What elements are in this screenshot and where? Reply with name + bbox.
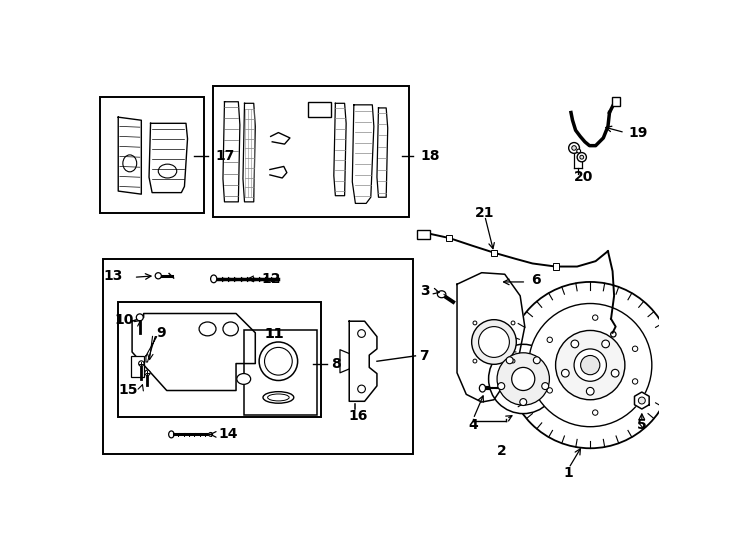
Bar (553, 264, 559, 269)
Ellipse shape (512, 367, 535, 390)
Ellipse shape (569, 143, 579, 153)
Polygon shape (352, 105, 374, 204)
Ellipse shape (592, 315, 598, 320)
Text: 8: 8 (331, 356, 341, 370)
Text: 3: 3 (421, 284, 430, 298)
Bar (103, 259, 413, 454)
Bar (131, 356, 145, 377)
Ellipse shape (574, 349, 606, 381)
Ellipse shape (489, 345, 558, 414)
Ellipse shape (145, 370, 150, 375)
Ellipse shape (479, 327, 509, 357)
Ellipse shape (223, 322, 239, 336)
Polygon shape (457, 273, 525, 402)
Ellipse shape (507, 282, 673, 448)
Ellipse shape (639, 397, 645, 404)
Polygon shape (349, 321, 377, 401)
Ellipse shape (169, 431, 174, 438)
Ellipse shape (580, 156, 584, 159)
Ellipse shape (498, 383, 505, 389)
Ellipse shape (208, 433, 213, 436)
Ellipse shape (577, 149, 581, 153)
Ellipse shape (562, 369, 569, 377)
Ellipse shape (139, 361, 144, 366)
Polygon shape (334, 103, 346, 195)
Bar (612, 97, 620, 106)
Text: 18: 18 (420, 148, 440, 163)
Ellipse shape (572, 146, 576, 150)
Text: 6: 6 (531, 273, 540, 287)
Text: 11: 11 (265, 327, 284, 341)
Polygon shape (223, 102, 240, 202)
Polygon shape (118, 117, 142, 194)
Text: 16: 16 (348, 409, 368, 423)
Bar (491, 249, 497, 256)
Bar (100, 97, 204, 213)
Ellipse shape (123, 155, 137, 172)
Text: 19: 19 (629, 126, 648, 139)
Ellipse shape (497, 353, 550, 405)
Text: 10: 10 (115, 313, 134, 327)
Text: 13: 13 (103, 269, 123, 283)
Ellipse shape (159, 164, 177, 178)
Text: 1: 1 (564, 466, 573, 480)
Text: 14: 14 (218, 427, 238, 441)
Ellipse shape (137, 314, 143, 321)
Polygon shape (243, 103, 255, 202)
Text: 5: 5 (637, 418, 647, 432)
Bar (213, 86, 410, 217)
Text: 15: 15 (118, 383, 137, 397)
Ellipse shape (611, 369, 619, 377)
Ellipse shape (633, 379, 638, 384)
Ellipse shape (581, 355, 600, 375)
Text: 7: 7 (419, 349, 429, 363)
Ellipse shape (155, 273, 161, 279)
Ellipse shape (472, 320, 516, 365)
Ellipse shape (571, 340, 578, 348)
Polygon shape (132, 314, 255, 390)
Bar (244, 330, 317, 415)
Ellipse shape (437, 291, 446, 298)
Text: 11: 11 (265, 327, 284, 341)
Bar (308, 102, 331, 117)
Ellipse shape (199, 322, 216, 336)
Ellipse shape (542, 383, 549, 389)
Bar (446, 235, 452, 241)
Text: 4: 4 (468, 418, 478, 432)
Ellipse shape (479, 384, 485, 392)
Text: 20: 20 (573, 170, 593, 184)
Text: 17: 17 (215, 148, 235, 163)
Text: 9: 9 (157, 326, 167, 340)
Ellipse shape (556, 330, 625, 400)
Ellipse shape (211, 275, 217, 283)
Ellipse shape (528, 303, 652, 427)
Polygon shape (634, 392, 649, 409)
Bar (417, 230, 430, 239)
Polygon shape (377, 108, 388, 197)
Ellipse shape (506, 357, 513, 364)
Ellipse shape (592, 410, 598, 415)
Ellipse shape (534, 357, 540, 364)
Ellipse shape (602, 340, 609, 348)
Ellipse shape (547, 388, 553, 393)
Ellipse shape (520, 399, 527, 406)
Text: 2: 2 (497, 444, 506, 458)
Ellipse shape (586, 387, 594, 395)
Ellipse shape (547, 337, 553, 342)
Text: 12: 12 (261, 272, 281, 286)
Polygon shape (149, 123, 187, 193)
Bar (118, 302, 321, 417)
Ellipse shape (633, 346, 638, 352)
Ellipse shape (237, 374, 251, 384)
Ellipse shape (577, 153, 586, 162)
Text: 21: 21 (475, 206, 495, 220)
